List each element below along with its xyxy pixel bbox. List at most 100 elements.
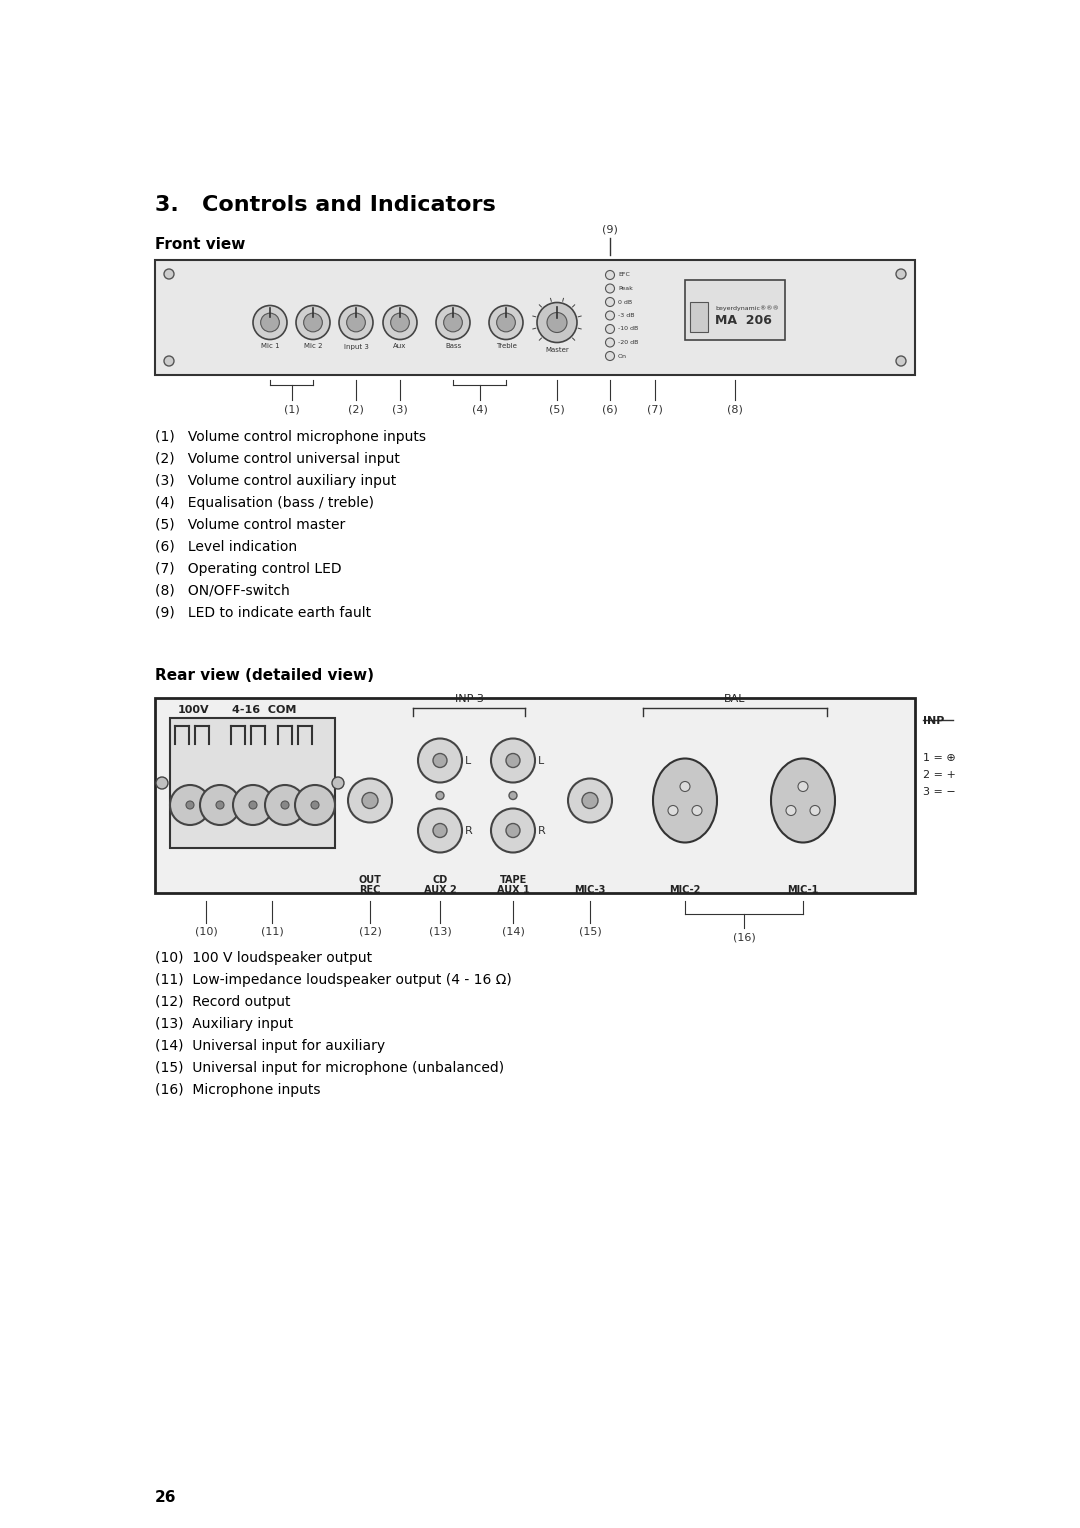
Text: AUX 1: AUX 1 — [497, 885, 529, 895]
Text: 4-16  COM: 4-16 COM — [232, 704, 296, 715]
Text: EFC: EFC — [618, 272, 630, 278]
Text: R: R — [465, 825, 473, 836]
Text: (5)   Volume control master: (5) Volume control master — [156, 518, 346, 532]
Circle shape — [444, 313, 462, 332]
Circle shape — [537, 303, 577, 342]
Circle shape — [606, 270, 615, 280]
Ellipse shape — [771, 758, 835, 842]
Circle shape — [896, 269, 906, 280]
Circle shape — [507, 753, 519, 767]
Circle shape — [896, 356, 906, 367]
Circle shape — [436, 306, 470, 339]
Circle shape — [786, 805, 796, 816]
Circle shape — [798, 781, 808, 792]
Bar — [685, 280, 785, 341]
Text: (8): (8) — [727, 405, 743, 416]
Circle shape — [296, 306, 330, 339]
Circle shape — [170, 785, 210, 825]
Text: (12)  Record output: (12) Record output — [156, 995, 291, 1008]
Text: (6): (6) — [603, 405, 618, 416]
Circle shape — [692, 805, 702, 816]
Text: (11)  Low-impedance loudspeaker output (4 - 16 Ω): (11) Low-impedance loudspeaker output (4… — [156, 973, 512, 987]
Circle shape — [200, 785, 240, 825]
Text: CD: CD — [432, 876, 447, 885]
Text: Aux: Aux — [393, 344, 407, 350]
Text: 26: 26 — [156, 1490, 176, 1505]
Circle shape — [216, 801, 224, 808]
Text: 2 = +: 2 = + — [923, 770, 956, 779]
Circle shape — [339, 306, 373, 339]
Text: REC: REC — [360, 885, 380, 895]
Text: (16)  Microphone inputs: (16) Microphone inputs — [156, 1083, 321, 1097]
Circle shape — [164, 356, 174, 367]
Circle shape — [509, 792, 517, 799]
Text: 1 = ⊕: 1 = ⊕ — [923, 753, 956, 762]
Circle shape — [253, 306, 287, 339]
Text: MIC-1: MIC-1 — [787, 885, 819, 895]
Text: (3): (3) — [392, 405, 408, 416]
Circle shape — [265, 785, 305, 825]
Text: Front view: Front view — [156, 237, 245, 252]
Circle shape — [810, 805, 820, 816]
Circle shape — [606, 312, 615, 319]
Circle shape — [311, 801, 319, 808]
Text: (4): (4) — [472, 405, 487, 416]
Text: (7): (7) — [647, 405, 663, 416]
Circle shape — [281, 801, 289, 808]
Text: Treble: Treble — [496, 344, 516, 350]
Text: (13): (13) — [429, 927, 451, 937]
Circle shape — [606, 338, 615, 347]
Circle shape — [491, 738, 535, 782]
Text: beyerdynamic®®®: beyerdynamic®®® — [715, 306, 779, 310]
Text: (12): (12) — [359, 927, 381, 937]
Text: Peak: Peak — [618, 286, 633, 290]
Text: (4)   Equalisation (bass / treble): (4) Equalisation (bass / treble) — [156, 497, 374, 510]
Text: (9): (9) — [602, 225, 618, 235]
Text: (10): (10) — [194, 927, 218, 937]
Circle shape — [606, 324, 615, 333]
Text: INP: INP — [923, 717, 944, 726]
Text: L: L — [465, 755, 471, 766]
Text: (14): (14) — [501, 927, 525, 937]
Text: (11): (11) — [261, 927, 284, 937]
Text: (15)  Universal input for microphone (unbalanced): (15) Universal input for microphone (unb… — [156, 1060, 504, 1076]
Text: -3 dB: -3 dB — [618, 313, 635, 318]
Text: 100V: 100V — [178, 704, 210, 715]
Text: 3 = −: 3 = − — [923, 787, 956, 798]
Circle shape — [507, 824, 519, 837]
Circle shape — [295, 785, 335, 825]
Circle shape — [433, 753, 447, 767]
Circle shape — [669, 805, 678, 816]
Circle shape — [418, 738, 462, 782]
Text: (13)  Auxiliary input: (13) Auxiliary input — [156, 1018, 293, 1031]
Circle shape — [418, 808, 462, 853]
Text: Bass: Bass — [445, 344, 461, 350]
Text: (2)   Volume control universal input: (2) Volume control universal input — [156, 452, 400, 466]
Bar — [156, 260, 915, 374]
Circle shape — [383, 306, 417, 339]
Circle shape — [186, 801, 194, 808]
Circle shape — [582, 793, 598, 808]
Circle shape — [391, 313, 409, 332]
Circle shape — [347, 313, 365, 332]
Text: Rear view (detailed view): Rear view (detailed view) — [156, 668, 374, 683]
Text: (3)   Volume control auxiliary input: (3) Volume control auxiliary input — [156, 474, 396, 487]
Text: (1)   Volume control microphone inputs: (1) Volume control microphone inputs — [156, 429, 426, 445]
Circle shape — [348, 778, 392, 822]
Text: Input 3: Input 3 — [343, 344, 368, 350]
Circle shape — [489, 306, 523, 339]
Text: On: On — [618, 353, 627, 359]
Text: 3.   Controls and Indicators: 3. Controls and Indicators — [156, 196, 496, 215]
Text: (8)   ON/OFF-switch: (8) ON/OFF-switch — [156, 584, 289, 597]
Circle shape — [233, 785, 273, 825]
Text: (5): (5) — [549, 405, 565, 416]
Circle shape — [362, 793, 378, 808]
Text: R: R — [538, 825, 545, 836]
Text: MA  206: MA 206 — [715, 313, 772, 327]
Circle shape — [303, 313, 322, 332]
Text: BAL: BAL — [725, 694, 746, 704]
Text: (16): (16) — [732, 932, 755, 941]
Text: (15): (15) — [579, 927, 602, 937]
Text: (14)  Universal input for auxiliary: (14) Universal input for auxiliary — [156, 1039, 386, 1053]
Text: (10)  100 V loudspeaker output: (10) 100 V loudspeaker output — [156, 950, 373, 966]
